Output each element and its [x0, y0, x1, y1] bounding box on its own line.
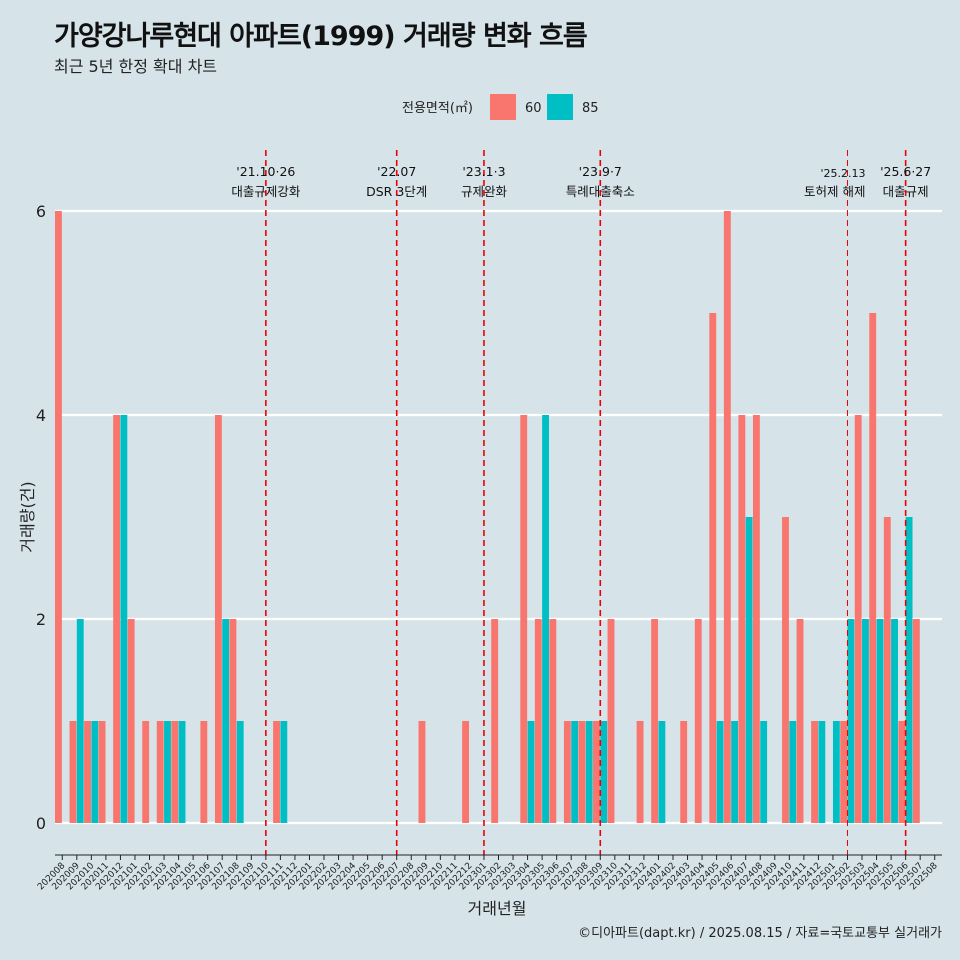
legend-title: 전용면적(㎡): [402, 101, 473, 116]
bar-60-202302: [491, 619, 499, 823]
bar-60-202209: [418, 721, 426, 823]
event-label: 토허제 해제: [804, 184, 865, 199]
bar-85-202506: [905, 517, 913, 823]
bar-85-202307: [571, 721, 579, 823]
bar-60-202108: [229, 619, 237, 823]
bar-60-202305: [534, 619, 542, 823]
bar-85-202309: [600, 721, 608, 823]
bar-85-202503: [862, 619, 869, 823]
bar-60-202306: [549, 619, 557, 823]
event-label: 규제완화: [461, 184, 508, 199]
y-tick-label: 4: [36, 406, 46, 425]
bar-85-202406: [731, 721, 739, 823]
bar-60-202309: [593, 721, 600, 823]
bar-85-202012: [120, 415, 128, 823]
bar-60-202212: [462, 721, 470, 823]
event-date: '23.1·3: [462, 164, 505, 179]
event-date: '25.6·27: [880, 164, 931, 179]
bar-60-202310: [607, 619, 615, 823]
bar-60-202104: [171, 721, 179, 823]
bar-85-202108: [236, 721, 244, 823]
bar-85-202401: [658, 721, 666, 823]
bar-85-202501: [832, 721, 840, 823]
bar-60-202008: [55, 211, 62, 823]
bar-60-202503: [854, 415, 862, 823]
bar-60-202308: [578, 721, 586, 823]
bar-60-202410: [782, 517, 789, 823]
bar-85-202504: [876, 619, 884, 823]
axes: 2020082020092020102020112020122021012021…: [36, 854, 942, 892]
bar-60-202407: [738, 415, 746, 823]
bar-85-202408: [760, 721, 768, 823]
bar-60-202404: [694, 619, 702, 823]
y-tick-label: 0: [36, 814, 46, 833]
event-label: DSR 3단계: [366, 184, 427, 199]
bars: [55, 211, 920, 823]
bar-60-202507: [912, 619, 920, 823]
bar-60-202411: [796, 619, 804, 823]
bar-85-202405: [716, 721, 724, 823]
event-lines: '21.10·26 대출규제강화 '22.07 DSR 3단계 '23.1·3 규제완화 '…: [231, 150, 931, 855]
bar-60-202403: [680, 721, 688, 823]
bar-60-202505: [883, 517, 891, 823]
bar-60-202012: [113, 415, 121, 823]
event-date: '25.2.13: [820, 167, 865, 180]
bar-85-202304: [527, 721, 535, 823]
y-tick-label: 2: [36, 610, 46, 629]
bar-60-202103: [156, 721, 164, 823]
legend-label-85: 85: [582, 101, 599, 116]
bar-60-202106: [200, 721, 208, 823]
bar-85-202103: [164, 721, 171, 823]
bar-60-202406: [723, 211, 731, 823]
bar-60-202312: [636, 721, 644, 823]
bar-85-202308: [585, 721, 593, 823]
y-axis-title: 거래량(건): [18, 481, 37, 552]
bar-85-202505: [891, 619, 898, 823]
event-date: '23.9·7: [579, 164, 622, 179]
legend-label-60: 60: [525, 101, 542, 116]
legend-swatch-85: [547, 94, 573, 120]
bar-60-202307: [563, 721, 571, 823]
bar-60-202412: [811, 721, 819, 823]
bar-85-202410: [789, 721, 797, 823]
event-label: 대출규제: [883, 184, 929, 199]
bar-85-202412: [818, 721, 826, 823]
bar-60-202506: [898, 721, 906, 823]
chart-title: 가양강나루현대 아파트(1999) 거래량 변화 흐름: [54, 21, 588, 52]
bar-60-202502: [840, 721, 848, 823]
bar-60-202009: [69, 721, 77, 823]
bar-60-202408: [752, 415, 760, 823]
bar-85-202407: [745, 517, 753, 823]
event-date: '21.10·26: [236, 164, 295, 179]
event-label: 특례대출축소: [566, 184, 635, 199]
bar-60-202304: [520, 415, 528, 823]
bar-85-202009: [76, 619, 84, 823]
bar-60-202111: [273, 721, 280, 823]
bar-85-202305: [542, 415, 549, 823]
bar-60-202102: [142, 721, 150, 823]
bar-60-202107: [214, 415, 222, 823]
bar-85-202111: [280, 721, 288, 823]
event-date: '22.07: [377, 164, 416, 179]
bar-60-202101: [127, 619, 135, 823]
event-label: 대출규제강화: [231, 184, 301, 199]
bar-60-202405: [709, 313, 717, 823]
bar-85-202010: [91, 721, 99, 823]
bar-60-202504: [869, 313, 877, 823]
legend-swatch-60: [490, 94, 516, 120]
legend: 전용면적(㎡) 60 85: [402, 94, 599, 120]
bar-60-202401: [651, 619, 659, 823]
x-axis-title: 거래년월: [468, 899, 527, 918]
chart-subtitle: 최근 5년 한정 확대 차트: [54, 57, 218, 76]
bar-85-202502: [847, 619, 855, 823]
source-caption: ©디아파트(dapt.kr) / 2025.08.15 / 자료=국토교통부 실…: [578, 926, 942, 941]
y-tick-label: 6: [36, 202, 46, 221]
bar-85-202107: [222, 619, 230, 823]
bar-60-202011: [98, 721, 106, 823]
bar-60-202010: [84, 721, 91, 823]
bar-85-202104: [178, 721, 186, 823]
